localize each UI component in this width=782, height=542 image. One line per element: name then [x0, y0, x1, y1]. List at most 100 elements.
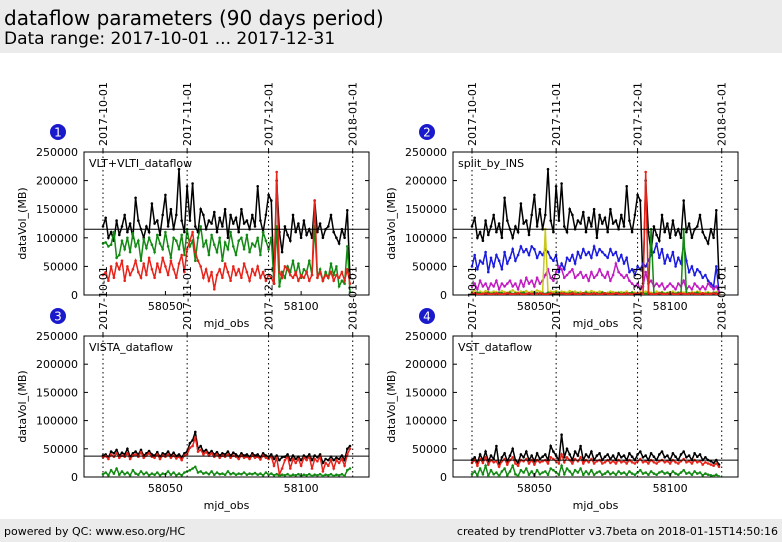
data-point: [264, 213, 268, 217]
data-point: [595, 236, 599, 240]
data-point: [118, 268, 121, 271]
data-point: [565, 467, 569, 470]
data-point: [617, 292, 620, 295]
data-point: [538, 472, 542, 476]
data-point: [153, 473, 156, 477]
data-point: [514, 225, 517, 228]
data-point: [563, 456, 566, 459]
data-point: [194, 465, 197, 469]
data-point: [519, 245, 523, 248]
data-point: [544, 213, 547, 217]
data-point: [693, 470, 696, 473]
data-point: [245, 270, 249, 274]
data-point: [690, 473, 694, 477]
data-point: [145, 246, 148, 250]
data-point: [630, 230, 634, 234]
data-point: [123, 213, 126, 217]
data-point: [563, 292, 566, 295]
data-point: [617, 452, 620, 455]
data-point: [137, 239, 140, 242]
data-point: [145, 225, 148, 228]
data-point: [554, 253, 558, 257]
data-point: [213, 243, 216, 246]
data-point: [259, 458, 262, 461]
data-point: [337, 242, 341, 245]
panel-number-badge: [50, 308, 66, 324]
x-axis-label: mjd_obs: [573, 499, 619, 512]
data-point: [126, 447, 129, 451]
data-point: [639, 290, 642, 294]
data-point: [223, 262, 227, 265]
data-point: [511, 236, 514, 240]
data-point: [335, 265, 338, 268]
date-marker-label: 2017-10-01: [97, 266, 110, 330]
x-axis-label: mjd_obs: [204, 317, 250, 330]
data-point: [630, 455, 634, 459]
data-point: [549, 467, 552, 470]
data-point: [283, 225, 287, 228]
chart-panel-1: 1 2017-10-01 2017-11-01 2017-12-01 2018-01-0…: [16, 82, 370, 330]
data-point: [582, 292, 585, 295]
data-point: [318, 453, 322, 456]
data-point: [478, 279, 482, 283]
data-point: [218, 472, 221, 476]
data-point: [698, 288, 702, 291]
y-tick-label: 250000: [36, 330, 78, 343]
data-point: [584, 292, 588, 295]
data-point: [715, 292, 718, 295]
data-point: [546, 292, 550, 295]
data-point: [565, 256, 569, 260]
data-point: [153, 250, 156, 254]
data-point: [272, 474, 276, 477]
data-point: [484, 289, 487, 293]
data-point: [188, 468, 192, 472]
data-point: [571, 268, 574, 271]
data-point: [698, 270, 702, 274]
data-point: [199, 225, 202, 228]
data-point: [698, 453, 702, 456]
data-point: [611, 290, 615, 294]
data-point: [584, 273, 588, 277]
data-point: [601, 473, 604, 477]
data-point: [158, 242, 162, 245]
data-point: [704, 292, 707, 295]
data-point: [679, 292, 683, 295]
data-point: [120, 225, 124, 228]
data-point: [525, 292, 528, 295]
data-point: [221, 276, 224, 280]
data-point: [500, 282, 504, 285]
data-point: [289, 458, 292, 462]
data-point: [660, 282, 664, 285]
data-point: [644, 471, 647, 474]
data-point: [240, 207, 243, 211]
data-point: [527, 473, 531, 477]
data-point: [177, 472, 181, 475]
data-point: [557, 265, 561, 268]
data-point: [503, 250, 506, 254]
data-point: [137, 270, 140, 274]
data-point: [525, 467, 528, 470]
data-point: [340, 270, 344, 274]
data-point: [107, 236, 110, 240]
data-point: [636, 193, 639, 197]
data-point: [487, 288, 490, 291]
data-point: [587, 293, 590, 295]
data-point: [595, 273, 599, 277]
data-point: [576, 454, 580, 457]
data-point: [538, 282, 542, 285]
date-marker-label: 2017-10-01: [466, 82, 479, 146]
data-point: [210, 222, 213, 225]
data-point: [500, 293, 504, 295]
data-point: [620, 253, 623, 257]
data-point: [147, 452, 151, 455]
y-axis-label: dataVol_(MB): [385, 187, 398, 259]
data-point: [107, 245, 110, 248]
y-tick-label: 100000: [405, 415, 447, 428]
data-point: [289, 273, 292, 277]
data-point: [286, 233, 289, 237]
data-point: [470, 265, 474, 268]
data-point: [275, 170, 279, 174]
data-point: [204, 239, 208, 242]
data-point: [554, 289, 558, 293]
